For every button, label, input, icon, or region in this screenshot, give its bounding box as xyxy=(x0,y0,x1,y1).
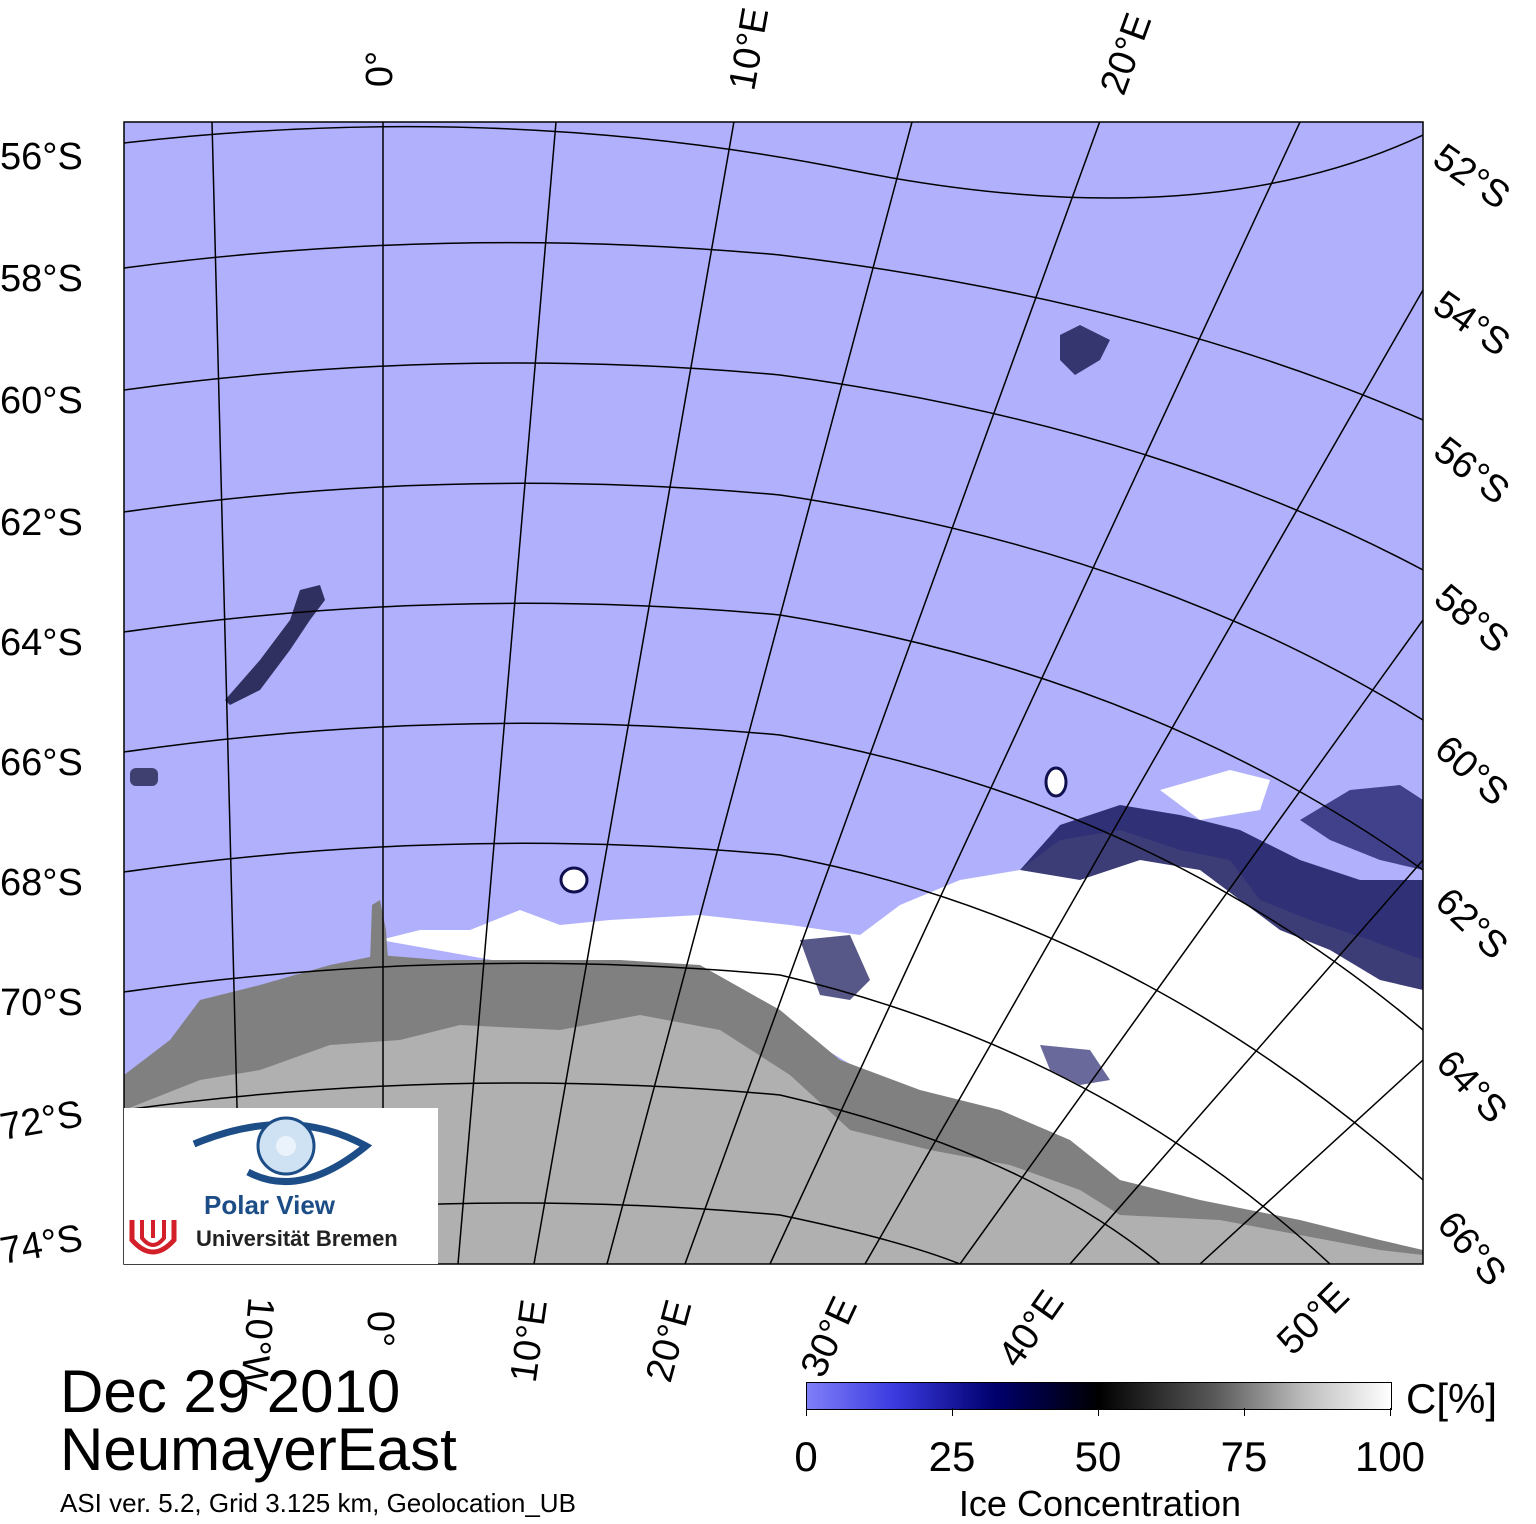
lat-label: 66°S xyxy=(0,742,83,784)
map-region: NeumayerEast xyxy=(60,1416,457,1483)
continent xyxy=(124,1015,1423,1264)
ice-patch xyxy=(225,585,325,705)
colorbar-tick xyxy=(1244,1408,1245,1416)
iceberg xyxy=(559,866,589,894)
colorbar-tick xyxy=(1390,1408,1391,1416)
logo-institution: Universität Bremen xyxy=(196,1226,398,1251)
parallel-lines xyxy=(124,125,1423,1264)
lat-label: 68°S xyxy=(0,862,83,904)
eye-icon xyxy=(192,1116,373,1186)
sea-ice-patch xyxy=(1160,770,1270,820)
map-frame xyxy=(123,121,1424,1265)
colorbar xyxy=(806,1382,1392,1410)
colorbar-label: 75 xyxy=(1220,1433,1268,1480)
marginal-ice-zone xyxy=(1040,1045,1110,1085)
lat-label: 70°S xyxy=(0,982,83,1024)
map-date: Dec 29 2010 xyxy=(60,1358,401,1425)
colorbar-label: 50 xyxy=(1074,1433,1122,1480)
polar-view-logo: Polar View Universität Bremen xyxy=(124,1108,438,1264)
lat-label: 64°S xyxy=(0,622,83,664)
meridian-lines xyxy=(211,122,1423,1264)
iceberg xyxy=(1044,766,1068,798)
lat-label: 62°S xyxy=(0,502,83,544)
lat-label: 58°S xyxy=(0,258,83,300)
colorbar-title: Ice Concentration xyxy=(958,1483,1242,1524)
ice-patch xyxy=(130,768,158,786)
colorbar-label: 25 xyxy=(928,1433,976,1480)
ice-patch xyxy=(1060,325,1110,375)
lat-label: 60°S xyxy=(0,380,83,422)
sea-ice-region xyxy=(380,830,1423,1264)
colorbar-label: 100 xyxy=(1354,1433,1426,1480)
colorbar-unit: C[%] xyxy=(1406,1375,1498,1422)
colorbar-tick xyxy=(952,1408,953,1416)
colorbar-tick xyxy=(806,1408,807,1416)
university-emblem-icon xyxy=(129,1220,177,1255)
colorbar-label: 0 xyxy=(794,1433,818,1480)
lat-label: 56°S xyxy=(0,136,83,178)
colorbar-tick xyxy=(1098,1408,1099,1416)
marginal-ice-zone xyxy=(1020,805,1423,990)
lon-label: 0° xyxy=(359,1310,402,1348)
lon-label: 0° xyxy=(359,50,402,88)
map-info: ASI ver. 5.2, Grid 3.125 km, Geolocation… xyxy=(60,1488,576,1518)
logo-title: Polar View xyxy=(204,1190,336,1220)
